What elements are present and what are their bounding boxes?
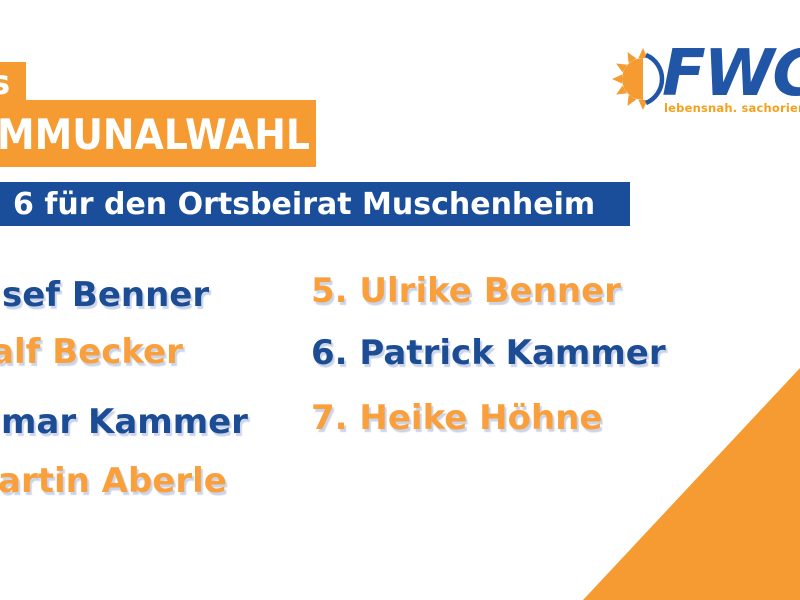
fwg-wordmark: FWG bbox=[662, 37, 800, 111]
list-subtitle-bar: 6 für den Ortsbeirat Muschenheim bbox=[0, 182, 630, 226]
sun-icon bbox=[612, 48, 665, 110]
fwg-tagline: lebensnah. sachorientiert. unabhä bbox=[664, 101, 800, 115]
list-subtitle: 6 für den Ortsbeirat Muschenheim bbox=[13, 187, 596, 222]
candidate-left-3: mar Kammer bbox=[1, 402, 248, 442]
header-tab: s bbox=[0, 62, 26, 102]
candidate-right-6: 6. Patrick Kammer bbox=[311, 333, 666, 373]
kommunalwahl-banner: MMUNALWAHL bbox=[0, 100, 316, 167]
banner-title: MMUNALWAHL bbox=[0, 110, 310, 159]
corner-triangle bbox=[583, 368, 800, 600]
fwg-logo: FWG lebensnah. sachorientiert. unabhä bbox=[612, 40, 800, 120]
candidate-left-2: alf Becker bbox=[0, 332, 183, 372]
candidate-left-1: sef Benner bbox=[2, 275, 210, 315]
candidate-left-4: artin Aberle bbox=[0, 461, 227, 501]
candidate-right-7: 7. Heike Höhne bbox=[311, 398, 603, 438]
header-tab-fragment: s bbox=[0, 63, 11, 102]
crescent-icon bbox=[645, 52, 665, 106]
candidate-right-5: 5. Ulrike Benner bbox=[311, 271, 621, 311]
